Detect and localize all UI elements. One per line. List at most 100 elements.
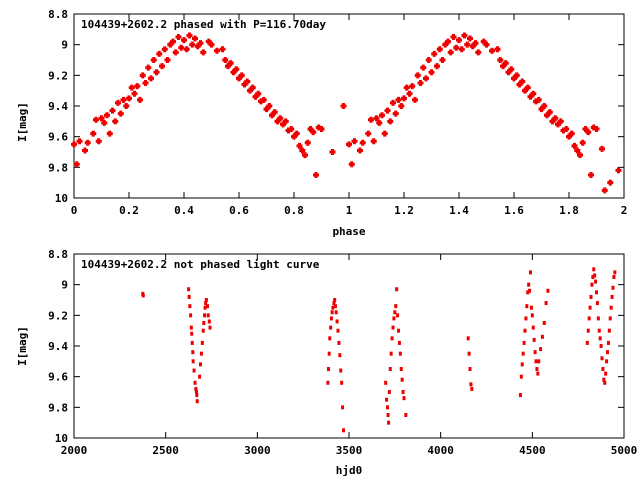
data-point bbox=[357, 147, 363, 154]
data-point bbox=[439, 57, 446, 63]
data-point bbox=[205, 304, 209, 309]
data-point bbox=[340, 380, 344, 385]
data-point bbox=[189, 313, 193, 318]
data-point bbox=[571, 142, 578, 149]
data-point bbox=[574, 147, 581, 154]
data-point bbox=[93, 116, 99, 123]
data-point bbox=[412, 96, 418, 103]
data-point bbox=[170, 38, 176, 45]
data-point bbox=[522, 340, 526, 345]
x-tick-label: 1 bbox=[346, 204, 353, 217]
data-point bbox=[533, 350, 537, 355]
data-point bbox=[390, 99, 396, 106]
data-point bbox=[523, 328, 527, 333]
x-tick-label: 0.4 bbox=[174, 204, 194, 217]
data-point bbox=[201, 328, 205, 333]
data-point bbox=[238, 72, 245, 79]
data-point bbox=[82, 147, 88, 154]
data-point bbox=[447, 49, 454, 56]
data-point bbox=[528, 288, 532, 293]
data-point bbox=[613, 270, 617, 275]
data-point bbox=[502, 60, 509, 67]
data-point bbox=[417, 80, 424, 86]
data-point bbox=[329, 149, 336, 155]
data-point bbox=[595, 301, 599, 306]
data-point bbox=[450, 34, 457, 40]
data-point bbox=[145, 64, 152, 71]
data-point bbox=[203, 305, 207, 310]
data-point bbox=[409, 83, 416, 90]
data-point bbox=[398, 103, 405, 109]
data-point bbox=[593, 126, 600, 132]
data-point bbox=[183, 46, 190, 53]
data-point bbox=[607, 328, 611, 333]
data-point bbox=[400, 377, 404, 382]
data-point bbox=[399, 367, 403, 371]
data-point bbox=[348, 161, 355, 168]
data-point bbox=[329, 316, 333, 321]
data-point bbox=[255, 90, 262, 97]
data-point bbox=[461, 32, 468, 39]
data-point bbox=[467, 35, 473, 42]
data-point bbox=[84, 139, 91, 146]
data-point bbox=[434, 63, 440, 70]
y-tick-label: 10 bbox=[55, 192, 68, 205]
data-point bbox=[365, 130, 372, 137]
data-point bbox=[104, 112, 110, 119]
x-tick-label: 1.2 bbox=[394, 204, 414, 217]
unphased-light-curve-chart: 104439+2602.2 not phased light curve hjd… bbox=[16, 248, 637, 477]
data-point bbox=[266, 103, 273, 109]
data-point bbox=[191, 359, 195, 364]
data-point bbox=[396, 313, 400, 318]
data-point bbox=[387, 390, 391, 394]
data-point bbox=[606, 340, 610, 345]
data-point bbox=[423, 75, 429, 82]
x-tick-label: 2 bbox=[621, 204, 628, 217]
data-point bbox=[468, 367, 472, 371]
data-point bbox=[552, 115, 559, 122]
data-point bbox=[489, 47, 495, 54]
data-point bbox=[518, 393, 522, 398]
data-point bbox=[329, 325, 333, 330]
data-point bbox=[542, 321, 546, 325]
y-tick-label: 9 bbox=[61, 279, 68, 292]
data-point bbox=[333, 304, 337, 309]
x-tick-label: 1.6 bbox=[504, 204, 524, 217]
data-point bbox=[117, 110, 124, 117]
data-point bbox=[331, 305, 335, 310]
data-point bbox=[148, 75, 154, 82]
data-point bbox=[202, 321, 206, 325]
data-point bbox=[401, 95, 407, 102]
data-point bbox=[392, 110, 399, 117]
data-point bbox=[585, 340, 589, 345]
data-point bbox=[601, 367, 605, 371]
data-point bbox=[194, 390, 198, 394]
data-point bbox=[175, 34, 182, 40]
data-point bbox=[393, 310, 397, 315]
data-point bbox=[288, 126, 295, 132]
data-point bbox=[390, 336, 394, 341]
data-point bbox=[401, 390, 405, 394]
x-axis-label: phase bbox=[332, 225, 365, 238]
data-point bbox=[397, 328, 400, 333]
data-point bbox=[326, 380, 330, 385]
data-point bbox=[188, 304, 192, 309]
data-point bbox=[535, 367, 539, 371]
data-point bbox=[190, 331, 194, 336]
data-point bbox=[338, 353, 342, 358]
data-point bbox=[585, 129, 592, 136]
data-point bbox=[384, 107, 391, 114]
data-point bbox=[611, 285, 615, 290]
data-point bbox=[200, 49, 207, 56]
data-point bbox=[527, 282, 531, 287]
data-point bbox=[141, 293, 145, 298]
data-point bbox=[385, 397, 389, 402]
data-point bbox=[497, 57, 504, 63]
y-tick-label: 9.2 bbox=[48, 309, 68, 322]
data-point bbox=[296, 142, 303, 149]
chart-title: 104439+2602.2 phased with P=116.70day bbox=[81, 18, 326, 31]
data-point bbox=[579, 139, 586, 146]
data-point bbox=[530, 313, 534, 318]
data-point bbox=[392, 316, 396, 321]
data-point bbox=[115, 99, 121, 106]
